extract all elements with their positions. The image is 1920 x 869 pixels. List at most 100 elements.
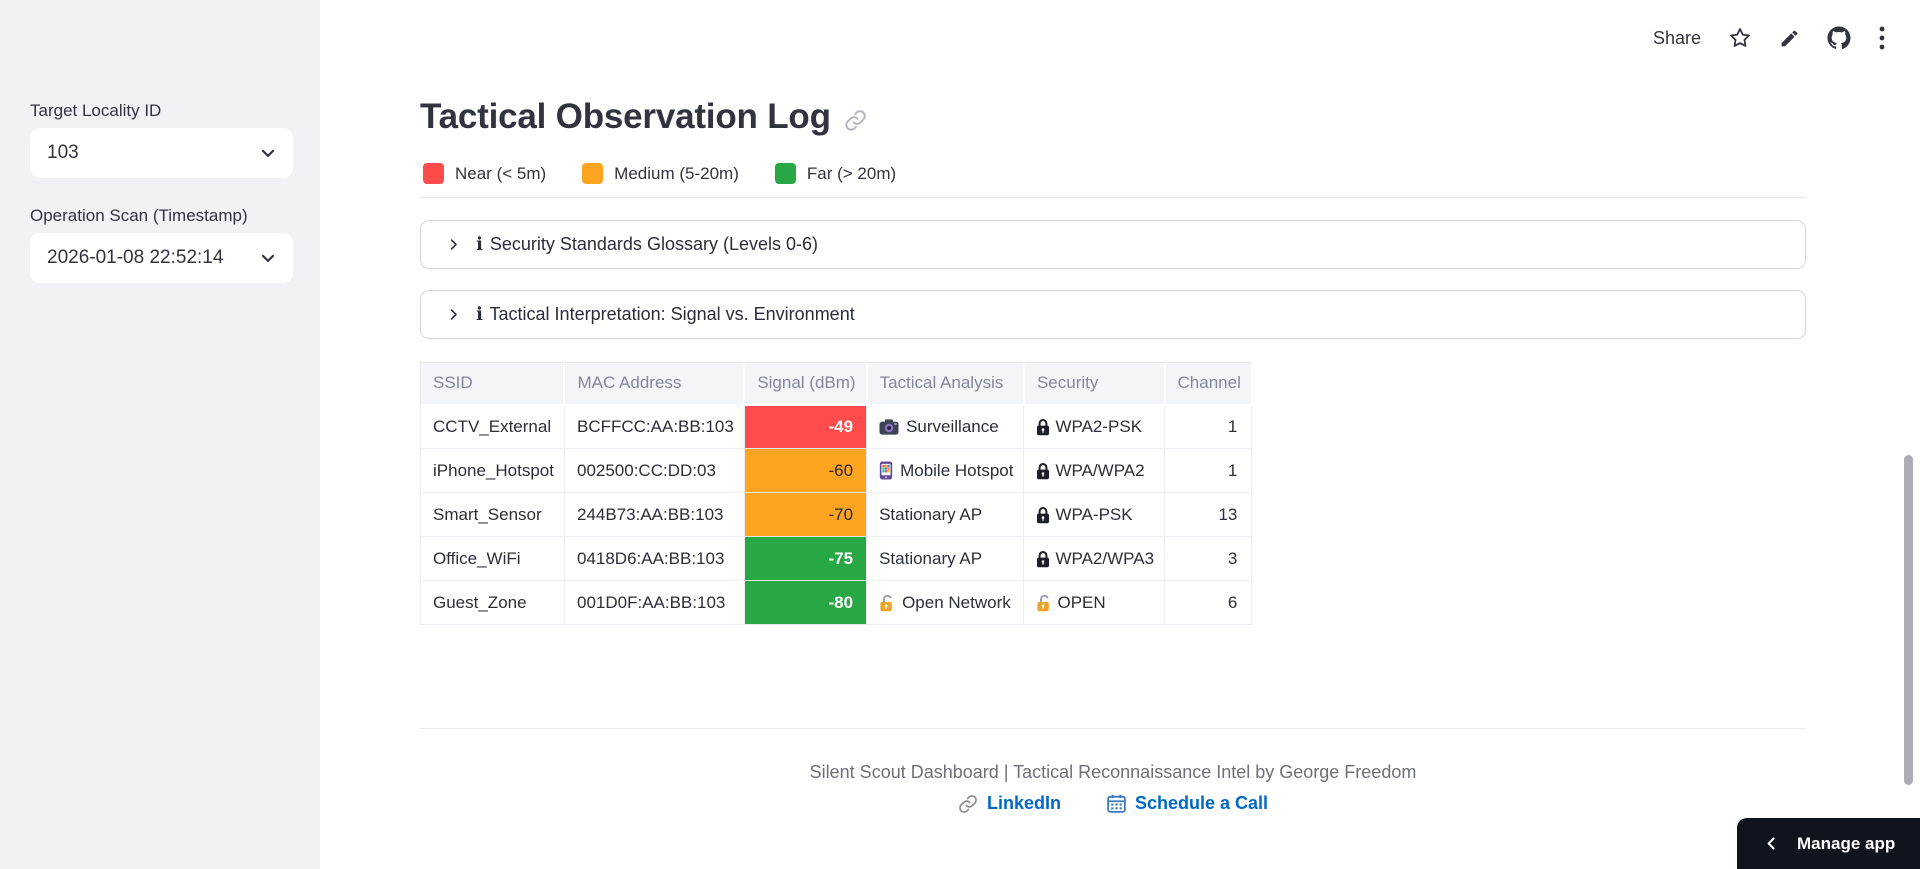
column-header: Signal (dBm) — [744, 362, 868, 406]
table-row: CCTV_External BCFFCC:AA:BB:103 -49 Surveill… — [420, 404, 1253, 449]
target-locality-select[interactable]: 103 — [30, 128, 293, 178]
link-anchor-icon[interactable] — [844, 109, 867, 132]
cell-signal: -60 — [743, 448, 868, 493]
target-locality-value: 103 — [47, 142, 79, 163]
cell-security: WPA-PSK — [1023, 492, 1166, 537]
camera-icon — [879, 419, 899, 435]
column-header: Security — [1023, 362, 1166, 406]
cell-analysis: Surveillance — [866, 404, 1025, 449]
main-content: Tactical Observation Log Near (< 5m) Medi… — [420, 0, 1806, 869]
cell-signal: -49 — [743, 404, 868, 449]
manage-app-label: Manage app — [1797, 833, 1896, 853]
cell-security: WPA/WPA2 — [1023, 448, 1166, 493]
cell-security: WPA2-PSK — [1023, 404, 1166, 449]
operation-scan-value: 2026-01-08 22:52:14 — [47, 247, 224, 268]
cell-signal: -75 — [743, 536, 868, 581]
column-header: MAC Address — [564, 362, 746, 406]
cell-ssid: CCTV_External — [420, 404, 565, 449]
table-row: Guest_Zone 001D0F:AA:BB:103 -80 Open Networ… — [420, 580, 1253, 625]
star-icon[interactable] — [1728, 26, 1752, 50]
distance-legend: Near (< 5m) Medium (5-20m) Far (> 20m) — [423, 163, 896, 184]
link-icon — [958, 794, 978, 814]
info-icon: ℹ — [476, 234, 483, 255]
chevron-left-icon — [1763, 835, 1780, 852]
page-title: Tactical Observation Log — [420, 97, 867, 137]
lock-icon — [1036, 550, 1050, 568]
cell-security: WPA2/WPA3 — [1023, 536, 1166, 581]
footer-credit: Silent Scout Dashboard | Tactical Reconn… — [809, 762, 1417, 782]
table-header-row: SSID MAC Address Signal (dBm) Tactical Anal… — [420, 362, 1253, 406]
cell-channel: 13 — [1164, 492, 1253, 537]
expander-tactical-interpretation[interactable]: ℹ Tactical Interpretation: Signal vs. En… — [420, 290, 1806, 339]
table-row: Office_WiFi 0418D6:AA:BB:103 -75 Stationary… — [420, 536, 1253, 581]
table-row: iPhone_Hotspot 002500:CC:DD:03 -60 Mobile H… — [420, 448, 1253, 493]
linkedin-link[interactable]: LinkedIn — [958, 793, 1061, 814]
sidebar: Target Locality ID 103 Operation Scan (T… — [0, 0, 320, 869]
chevron-right-icon — [446, 237, 461, 252]
cell-signal: -70 — [743, 492, 868, 537]
cell-analysis: Open Network — [866, 580, 1025, 625]
open-lock-icon — [879, 594, 895, 612]
github-icon[interactable] — [1827, 26, 1851, 50]
legend-item: Medium (5-20m) — [582, 163, 739, 184]
legend-swatch — [774, 163, 796, 184]
app-toolbar: Share — [1653, 20, 1886, 56]
legend-swatch — [582, 163, 604, 184]
lock-icon — [1036, 418, 1050, 436]
overflow-menu-icon[interactable] — [1878, 25, 1886, 51]
cell-ssid: iPhone_Hotspot — [420, 448, 565, 493]
cell-channel: 1 — [1164, 448, 1253, 493]
legend-swatch — [423, 163, 444, 184]
divider — [420, 197, 1806, 198]
cell-analysis: Stationary AP — [866, 536, 1025, 581]
vertical-scrollbar[interactable] — [1904, 455, 1913, 785]
cell-mac: 0418D6:AA:BB:103 — [563, 536, 745, 581]
lock-icon — [1036, 462, 1050, 480]
cell-mac: 001D0F:AA:BB:103 — [563, 580, 745, 625]
cell-ssid: Smart_Sensor — [420, 492, 565, 537]
table-row: Smart_Sensor 244B73:AA:BB:103 -70 Stationar… — [420, 492, 1253, 537]
phone-icon — [879, 461, 893, 480]
calendar-icon — [1107, 794, 1126, 813]
cell-mac: 002500:CC:DD:03 — [563, 448, 745, 493]
manage-app-button[interactable]: Manage app — [1737, 818, 1920, 869]
column-header: SSID — [420, 362, 566, 406]
legend-label: Far (> 20m) — [806, 163, 897, 183]
cell-mac: BCFFCC:AA:BB:103 — [563, 404, 745, 449]
cell-security: OPEN — [1023, 580, 1166, 625]
legend-label: Medium (5-20m) — [614, 163, 739, 183]
cell-channel: 1 — [1164, 404, 1253, 449]
lock-icon — [1036, 506, 1050, 524]
operation-scan-select[interactable]: 2026-01-08 22:52:14 — [30, 233, 293, 283]
open-lock-icon — [1036, 594, 1052, 612]
legend-item: Far (> 20m) — [774, 163, 897, 184]
expander-label: Security Standards Glossary (Levels 0-6) — [489, 234, 818, 254]
cell-analysis: Mobile Hotspot — [866, 448, 1025, 493]
cell-ssid: Guest_Zone — [420, 580, 565, 625]
info-icon: ℹ — [476, 304, 483, 325]
target-locality-label: Target Locality ID — [30, 101, 162, 120]
observation-table: SSID MAC Address Signal (dBm) Tactical Anal… — [420, 362, 1253, 625]
footer-links: LinkedIn Schedule a Call — [420, 793, 1806, 814]
chevron-right-icon — [446, 307, 461, 322]
legend-item: Near (< 5m) — [423, 163, 546, 184]
column-header: Channel — [1164, 362, 1253, 406]
cell-ssid: Office_WiFi — [420, 536, 565, 581]
page-title-text: Tactical Observation Log — [420, 97, 831, 136]
chevron-down-icon — [258, 143, 278, 163]
cell-channel: 6 — [1164, 580, 1253, 625]
schedule-call-link[interactable]: Schedule a Call — [1107, 793, 1268, 814]
expander-label: Tactical Interpretation: Signal vs. Envi… — [489, 304, 855, 324]
operation-scan-label: Operation Scan (Timestamp) — [30, 206, 248, 225]
cell-mac: 244B73:AA:BB:103 — [563, 492, 745, 537]
cell-analysis: Stationary AP — [866, 492, 1025, 537]
cell-channel: 3 — [1164, 536, 1253, 581]
chevron-down-icon — [258, 248, 278, 268]
column-header: Tactical Analysis — [866, 362, 1025, 406]
cell-signal: -80 — [743, 580, 868, 625]
share-button[interactable]: Share — [1652, 27, 1701, 48]
expander-security-glossary[interactable]: ℹ Security Standards Glossary (Levels 0-… — [420, 220, 1806, 269]
edit-icon[interactable] — [1779, 28, 1800, 49]
legend-label: Near (< 5m) — [455, 163, 547, 183]
divider — [420, 728, 1806, 729]
